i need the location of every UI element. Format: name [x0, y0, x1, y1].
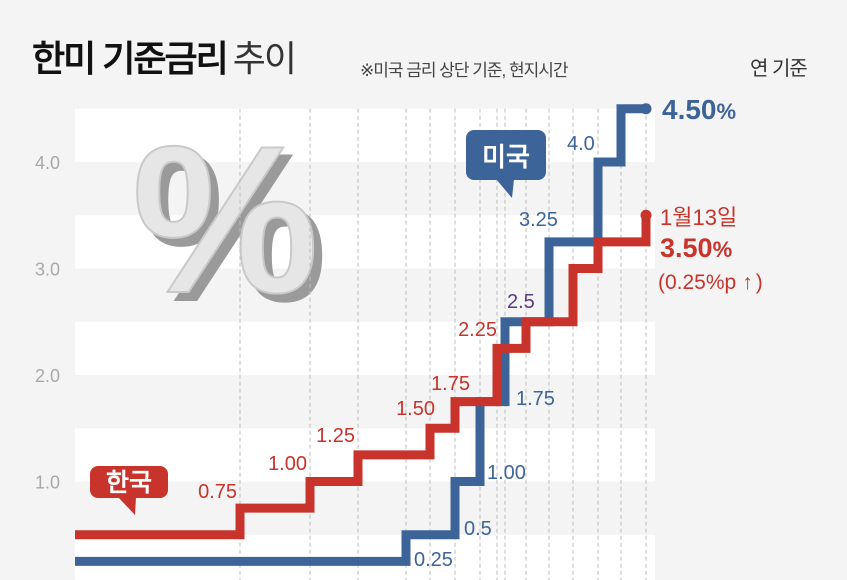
us-rate-label: 0.25	[414, 549, 453, 571]
legend-korea-label: 한국	[106, 469, 152, 497]
us-rate-line	[75, 104, 646, 566]
grid-band	[75, 268, 655, 322]
grid-band	[75, 481, 655, 535]
us-rate-label: 1.75	[516, 388, 555, 410]
korea-rate-label: 1.75	[431, 373, 470, 395]
unit-label: 연 기준	[750, 58, 808, 80]
y-tick-label: 4.0	[35, 153, 60, 173]
legend-us-label: 미국	[482, 142, 530, 172]
korea-rate-label: 1.00	[268, 453, 307, 475]
us-rate-label: 0.5	[464, 518, 492, 540]
grid-band	[75, 321, 655, 375]
grid-band	[75, 375, 655, 429]
us-end-dot	[640, 103, 652, 115]
legend-us-bubble: 미국	[466, 130, 546, 198]
y-tick-label: 2.0	[35, 366, 60, 386]
title-light: 추이	[232, 38, 297, 79]
us-rate-label: 4.0	[567, 133, 595, 155]
y-tick-label: 1.0	[35, 473, 60, 493]
korea-rate-line	[75, 215, 651, 540]
footnote: ※미국 금리 상단 기준, 현지시간	[360, 61, 569, 80]
title-bold: 한미 기준금리	[32, 38, 229, 79]
korea-rate-label: 0.75	[198, 481, 237, 503]
grid-band	[75, 162, 655, 216]
legend-korea-bubble: 한국	[90, 466, 168, 515]
korea-rate-label: 1.25	[316, 425, 355, 447]
us-rate-label: 1.00	[487, 462, 526, 484]
korea-final-value: 3.50%	[660, 233, 732, 263]
percent-decor: %	[132, 102, 319, 337]
us-rate-label: 3.25	[519, 209, 558, 231]
korea-change: (0.25%p ↑)	[658, 271, 763, 294]
us-final-value: 4.50%	[662, 94, 736, 125]
page-title: 한미 기준금리 추이	[32, 30, 297, 82]
korea-end-dot	[640, 209, 652, 221]
grid-band	[75, 108, 655, 162]
shared-rate-label: 2.5	[507, 291, 535, 313]
korea-date: 1월13일	[660, 205, 737, 230]
korea-rate-label: 2.25	[458, 319, 497, 341]
y-tick-label: 3.0	[35, 260, 60, 280]
korea-rate-label: 1.50	[396, 398, 435, 420]
